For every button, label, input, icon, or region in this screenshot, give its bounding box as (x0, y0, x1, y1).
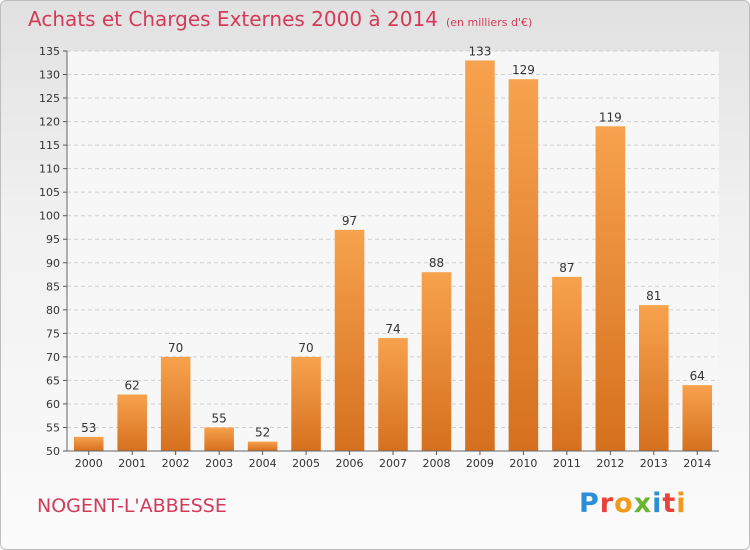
bar-2009 (465, 60, 495, 451)
bar-2011 (552, 276, 582, 451)
y-tick-label: 80 (46, 304, 60, 317)
data-label-2010: 129 (512, 63, 535, 77)
x-tick-label-2001: 2001 (118, 457, 146, 470)
chart-subtitle: (en milliers d'€) (445, 16, 533, 29)
y-tick-label: 55 (46, 421, 60, 434)
bar-2004 (247, 441, 278, 451)
y-tick-label: 115 (39, 139, 60, 152)
x-tick-label-2002: 2002 (162, 457, 190, 470)
bar-2002 (160, 356, 191, 451)
bar-2001 (117, 394, 147, 451)
y-tick-label: 95 (46, 233, 60, 246)
logo-letter: r (599, 488, 615, 519)
data-label-2003: 55 (211, 411, 226, 425)
data-label-2011: 87 (559, 261, 574, 275)
bar-2014 (682, 385, 713, 451)
x-tick-label-2008: 2008 (422, 457, 450, 470)
x-tick-label-2010: 2010 (509, 457, 537, 470)
data-label-2006: 97 (342, 214, 357, 228)
data-label-2005: 70 (298, 341, 313, 355)
data-label-2002: 70 (168, 341, 183, 355)
logo-letter: P (579, 488, 600, 519)
bar-2007 (378, 338, 408, 451)
data-label-2000: 53 (81, 421, 96, 435)
city-name: NOGENT-L'ABBESSE (37, 495, 227, 517)
data-label-2013: 81 (646, 289, 661, 303)
y-tick-label: 70 (46, 351, 60, 364)
proxiti-logo[interactable]: Proxiti (579, 488, 687, 519)
y-tick-label: 135 (39, 45, 60, 58)
bar-2013 (639, 305, 669, 451)
y-tick-label: 110 (39, 163, 60, 176)
data-label-2004: 52 (255, 426, 270, 440)
x-tick-label-2012: 2012 (596, 457, 624, 470)
logo-letter: i (652, 488, 663, 519)
y-tick-label: 50 (46, 445, 60, 458)
data-label-2008: 88 (429, 256, 444, 270)
chart-title: Achats et Charges Externes 2000 à 2014 (28, 7, 438, 31)
x-tick-label-2005: 2005 (292, 457, 320, 470)
title-row: Achats et Charges Externes 2000 à 2014 (e… (28, 7, 532, 31)
bar-2008 (421, 272, 452, 451)
y-tick-label: 100 (39, 210, 60, 223)
y-tick-label: 125 (39, 92, 60, 105)
x-tick-label-2000: 2000 (75, 457, 103, 470)
logo-letter: i (676, 488, 687, 519)
y-tick-label: 65 (46, 374, 60, 387)
bar-2010 (508, 79, 539, 451)
data-label-2009: 133 (468, 44, 491, 58)
bar-2006 (334, 229, 365, 451)
x-tick-label-2007: 2007 (379, 457, 407, 470)
x-tick-label-2003: 2003 (205, 457, 233, 470)
data-label-2007: 74 (385, 322, 400, 336)
x-tick-label-2013: 2013 (640, 457, 668, 470)
logo-letter: x (633, 488, 653, 519)
bar-2005 (291, 356, 321, 451)
y-tick-label: 105 (39, 186, 60, 199)
x-tick-label-2009: 2009 (466, 457, 494, 470)
y-tick-label: 90 (46, 257, 60, 270)
bar-2003 (204, 427, 234, 451)
x-tick-label-2014: 2014 (683, 457, 711, 470)
y-tick-label: 85 (46, 280, 60, 293)
data-label-2001: 62 (125, 379, 140, 393)
logo-letter: t (662, 488, 677, 519)
y-tick-label: 75 (46, 327, 60, 340)
bar-2000 (73, 436, 104, 451)
x-tick-label-2011: 2011 (553, 457, 581, 470)
x-tick-label-2004: 2004 (249, 457, 277, 470)
data-label-2012: 119 (599, 110, 622, 124)
bar-2012 (595, 126, 626, 451)
data-label-2014: 64 (690, 369, 705, 383)
x-tick-label-2006: 2006 (336, 457, 364, 470)
y-tick-label: 130 (39, 69, 60, 82)
y-tick-label: 120 (39, 116, 60, 129)
logo-letter: o (614, 488, 634, 519)
y-tick-label: 60 (46, 398, 60, 411)
